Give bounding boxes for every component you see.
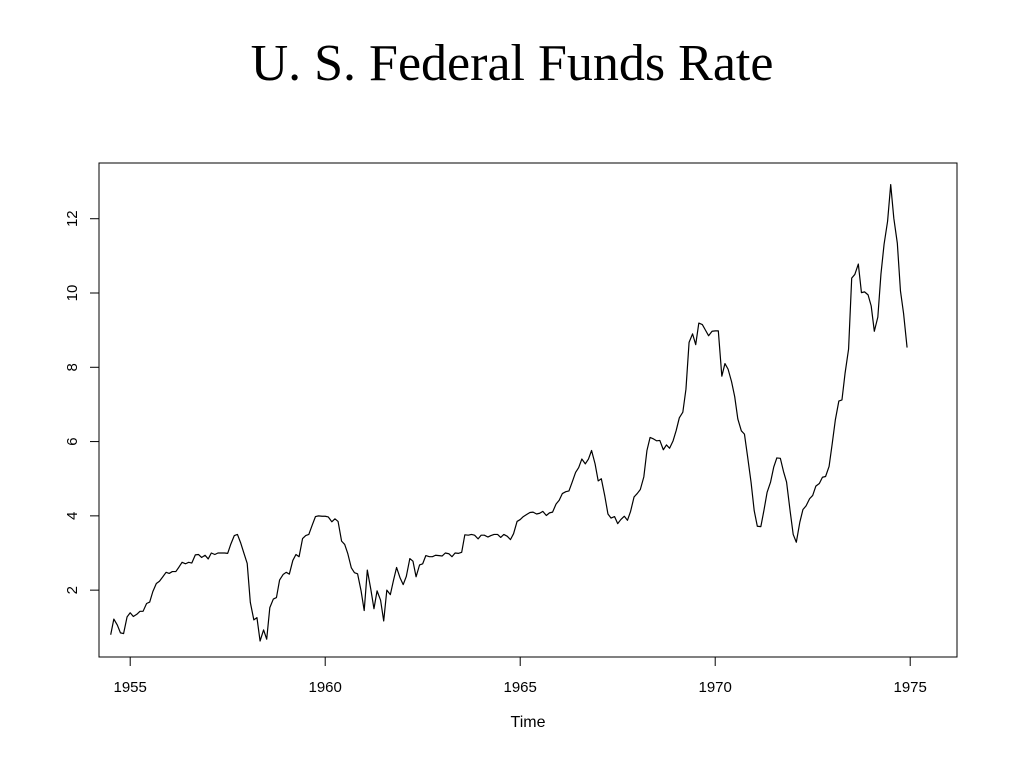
plot-frame	[98, 162, 958, 658]
y-axis: 2 4 6 8 10 12	[64, 210, 100, 594]
y-tick-label: 4	[64, 512, 81, 520]
x-tick-label: 1960	[309, 679, 342, 696]
x-axis: 1955 1960 1965 1970 1975	[114, 656, 927, 696]
y-tick-label: 2	[64, 586, 81, 594]
x-tick-label: 1975	[894, 679, 927, 696]
series-line	[110, 183, 908, 642]
slide-title: U. S. Federal Funds Rate	[250, 35, 774, 92]
y-tick-label: 8	[64, 363, 81, 371]
x-tick-label: 1965	[504, 679, 537, 696]
y-tick-label: 6	[64, 437, 81, 445]
x-axis-title: Time	[511, 714, 546, 731]
y-tick-label: 12	[64, 210, 81, 227]
y-tick-label: 10	[64, 285, 81, 302]
x-tick-label: 1970	[699, 679, 732, 696]
x-tick-label: 1955	[114, 679, 147, 696]
